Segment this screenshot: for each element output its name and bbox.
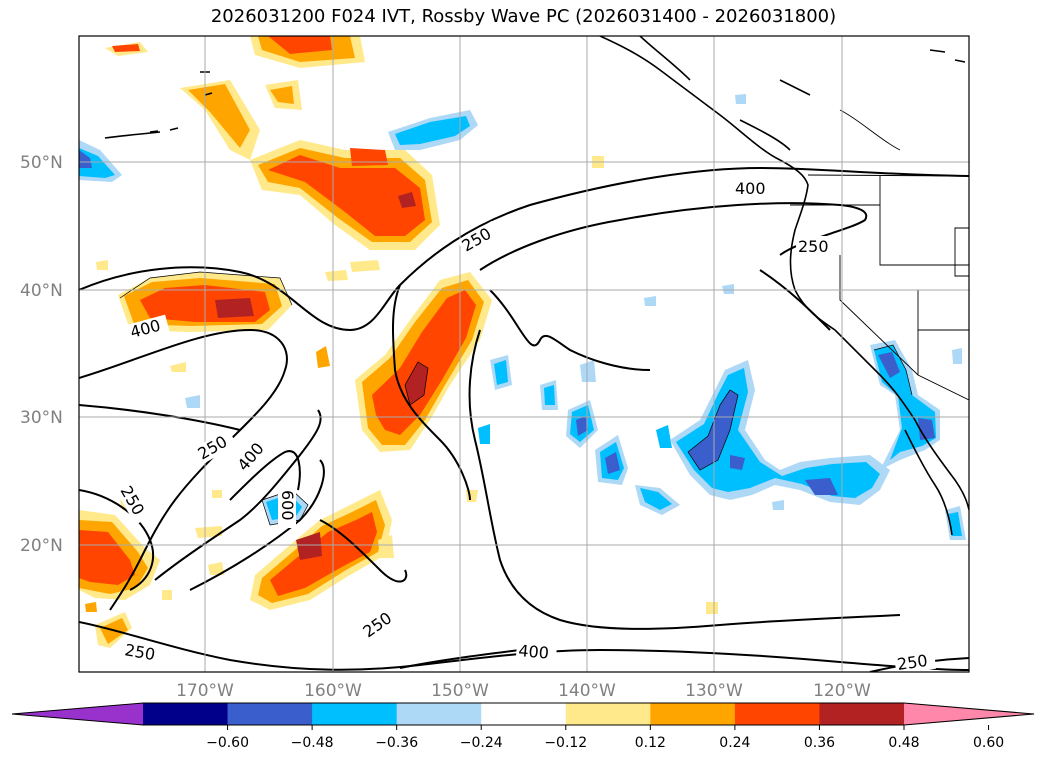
colorbar-tick-label: −0.36 <box>375 735 418 751</box>
colorbar-segment <box>312 703 398 725</box>
colorbar-outline <box>11 702 1035 726</box>
contour-labels: 400 250 250 400 250 400 250 <box>115 178 937 674</box>
colorbar-segment <box>227 703 313 725</box>
map-panel: 400 250 250 400 250 400 250 <box>79 36 969 674</box>
colorbar-segment <box>481 703 567 725</box>
colorbar-tick-label: −0.12 <box>544 735 587 751</box>
colorbar: −0.60 −0.48 −0.36 −0.24 −0.12 0.12 0.24 0.36 0.4… <box>11 702 1035 751</box>
lon-label: 160°W <box>304 681 362 701</box>
lon-label: 130°W <box>685 681 743 701</box>
colorbar-segment <box>734 703 820 725</box>
colorbar-segment <box>396 703 482 725</box>
contour-label: 250 <box>798 237 829 256</box>
colorbar-segment <box>650 703 736 725</box>
colorbar-tick-label: 0.24 <box>719 735 750 751</box>
colorbar-tick-label: −0.24 <box>460 735 503 751</box>
lat-label: 40°N <box>20 281 63 301</box>
colorbar-tick-label: 0.48 <box>888 735 919 751</box>
lat-label: 30°N <box>20 408 63 428</box>
colorbar-extend-high <box>904 703 1034 725</box>
colorbar-tick-label: −0.60 <box>206 735 249 751</box>
colorbar-extend-low <box>12 703 143 725</box>
colorbar-tick-label: −0.48 <box>291 735 334 751</box>
lon-label: 140°W <box>558 681 616 701</box>
longitude-labels: 170°W 160°W 150°W 140°W 130°W 120°W <box>176 681 871 701</box>
negative-anomaly-fills <box>79 94 966 540</box>
map-title: 2026031200 F024 IVT, Rossby Wave PC (202… <box>210 6 837 27</box>
contour-label: 250 <box>896 651 929 674</box>
lat-label: 20°N <box>20 536 63 556</box>
lat-label: 50°N <box>20 153 63 173</box>
colorbar-segment <box>143 703 229 725</box>
colorbar-segment <box>565 703 651 725</box>
colorbar-tick-label: 0.36 <box>804 735 835 751</box>
gridlines <box>79 36 969 672</box>
contour-label: 400 <box>735 179 766 198</box>
lon-label: 120°W <box>813 681 871 701</box>
colorbar-tick-label: 0.12 <box>635 735 666 751</box>
latitude-labels: 50°N 40°N 30°N 20°N <box>20 153 63 556</box>
state-borders <box>790 109 969 401</box>
contour-label: 600 <box>278 490 297 521</box>
lon-label: 170°W <box>176 681 234 701</box>
map-border <box>78 35 970 673</box>
contour-label: 400 <box>518 641 550 663</box>
lon-label: 150°W <box>431 681 489 701</box>
colorbar-tick-label: 0.60 <box>973 735 1004 751</box>
colorbar-segment <box>819 703 905 725</box>
